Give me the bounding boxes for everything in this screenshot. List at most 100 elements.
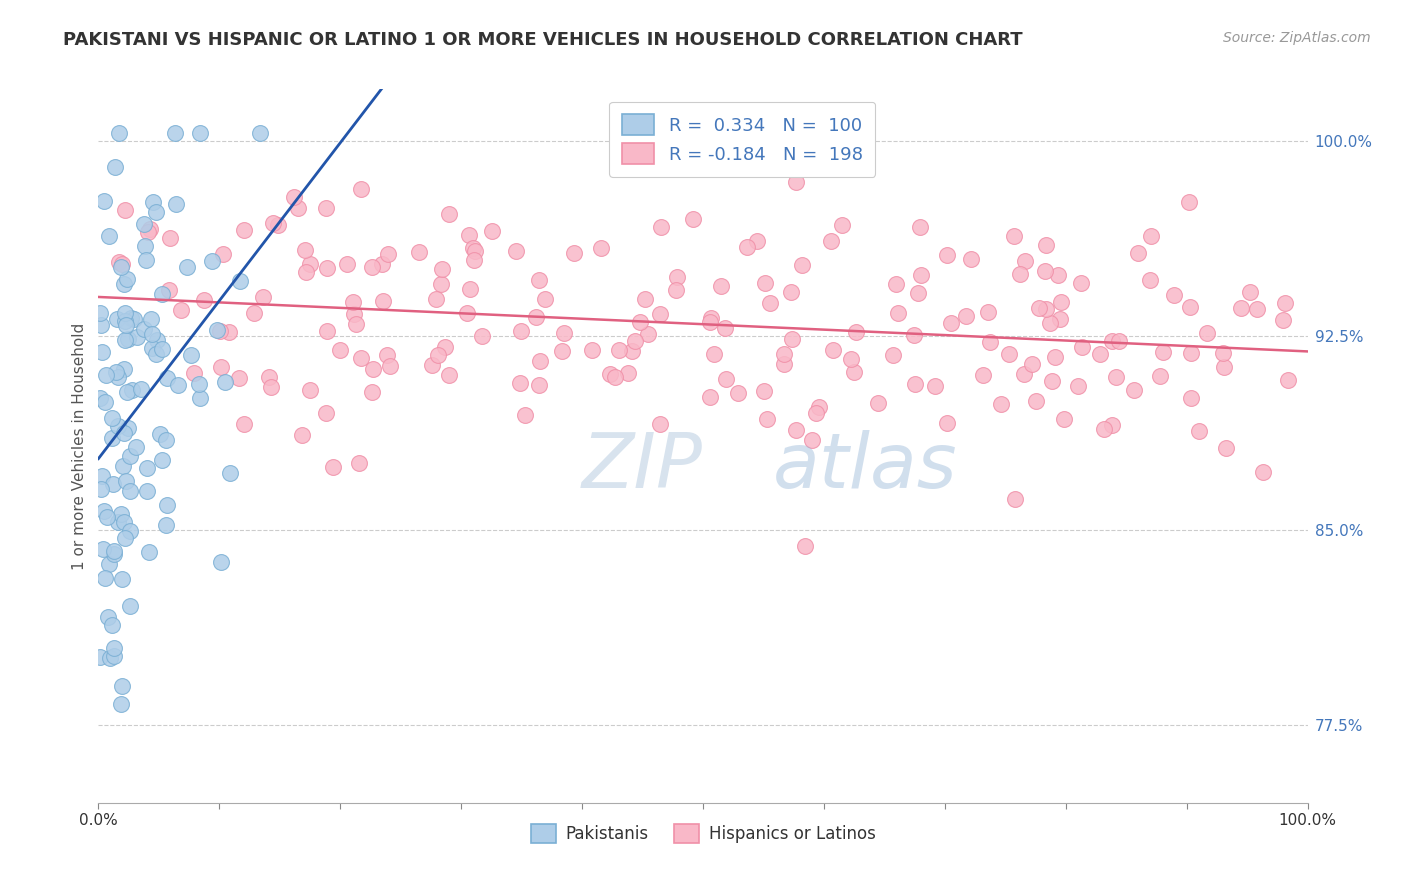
Point	[112, 361, 135, 376]
Point	[103, 544, 125, 558]
Point	[1039, 317, 1062, 331]
Point	[114, 313, 136, 327]
Point	[430, 277, 453, 292]
Point	[1010, 268, 1032, 282]
Point	[782, 332, 804, 346]
Point	[562, 246, 585, 260]
Point	[509, 376, 531, 390]
Point	[115, 474, 138, 488]
Point	[758, 295, 780, 310]
Point	[112, 515, 135, 529]
Point	[287, 202, 309, 216]
Point	[188, 126, 211, 140]
Point	[1274, 296, 1296, 310]
Point	[167, 377, 190, 392]
Point	[375, 348, 398, 362]
Point	[727, 385, 749, 400]
Point	[193, 293, 215, 307]
Point	[607, 343, 630, 357]
Point	[1139, 273, 1161, 287]
Point	[183, 366, 205, 380]
Point	[228, 371, 250, 385]
Point	[735, 240, 758, 254]
Point	[464, 244, 486, 259]
Point	[138, 545, 160, 559]
Point	[650, 307, 672, 321]
Point	[315, 201, 337, 215]
Point	[903, 327, 925, 342]
Point	[1152, 345, 1174, 359]
Text: atlas: atlas	[773, 431, 957, 504]
Point	[648, 417, 671, 431]
Point	[377, 247, 399, 261]
Point	[1163, 287, 1185, 301]
Point	[219, 466, 242, 480]
Point	[104, 160, 127, 174]
Point	[155, 517, 177, 532]
Point	[806, 406, 828, 420]
Point	[650, 219, 672, 234]
Point	[907, 286, 929, 301]
Point	[1188, 424, 1211, 438]
Point	[1212, 346, 1234, 360]
Point	[316, 260, 339, 275]
Text: Source: ZipAtlas.com: Source: ZipAtlas.com	[1223, 31, 1371, 45]
Point	[107, 126, 129, 140]
Point	[620, 343, 643, 358]
Point	[426, 348, 449, 362]
Point	[108, 254, 131, 268]
Point	[89, 306, 111, 320]
Point	[1053, 412, 1076, 426]
Point	[101, 618, 124, 632]
Point	[150, 342, 173, 356]
Point	[793, 539, 815, 553]
Point	[205, 323, 228, 337]
Point	[1149, 368, 1171, 383]
Point	[1090, 347, 1112, 361]
Point	[434, 340, 457, 354]
Point	[91, 542, 114, 557]
Point	[1046, 268, 1069, 282]
Point	[754, 277, 776, 291]
Point	[524, 310, 547, 325]
Point	[97, 557, 120, 571]
Point	[1035, 302, 1057, 317]
Y-axis label: 1 or more Vehicles in Household: 1 or more Vehicles in Household	[72, 322, 87, 570]
Point	[135, 252, 157, 267]
Point	[89, 650, 111, 665]
Point	[343, 307, 366, 321]
Point	[505, 244, 527, 259]
Point	[1140, 229, 1163, 244]
Point	[89, 391, 111, 405]
Point	[142, 195, 165, 210]
Point	[437, 368, 460, 382]
Point	[1002, 229, 1025, 244]
Text: PAKISTANI VS HISPANIC OR LATINO 1 OR MORE VEHICLES IN HOUSEHOLD CORRELATION CHAR: PAKISTANI VS HISPANIC OR LATINO 1 OR MOR…	[63, 31, 1024, 49]
Point	[1050, 295, 1073, 310]
Point	[141, 341, 163, 355]
Point	[157, 283, 180, 297]
Point	[316, 324, 339, 338]
Point	[344, 317, 367, 331]
Point	[458, 282, 481, 296]
Point	[463, 252, 485, 267]
Point	[298, 383, 321, 397]
Point	[132, 321, 155, 335]
Point	[533, 292, 555, 306]
Point	[291, 427, 314, 442]
Point	[111, 257, 134, 271]
Point	[111, 459, 134, 474]
Point	[1123, 384, 1146, 398]
Point	[713, 321, 735, 335]
Point	[458, 227, 481, 242]
Point	[294, 244, 316, 258]
Point	[315, 406, 337, 420]
Point	[1049, 312, 1071, 326]
Point	[360, 260, 382, 274]
Point	[146, 333, 169, 347]
Point	[634, 292, 657, 306]
Point	[134, 239, 156, 253]
Point	[121, 383, 143, 397]
Point	[124, 311, 146, 326]
Point	[103, 648, 125, 663]
